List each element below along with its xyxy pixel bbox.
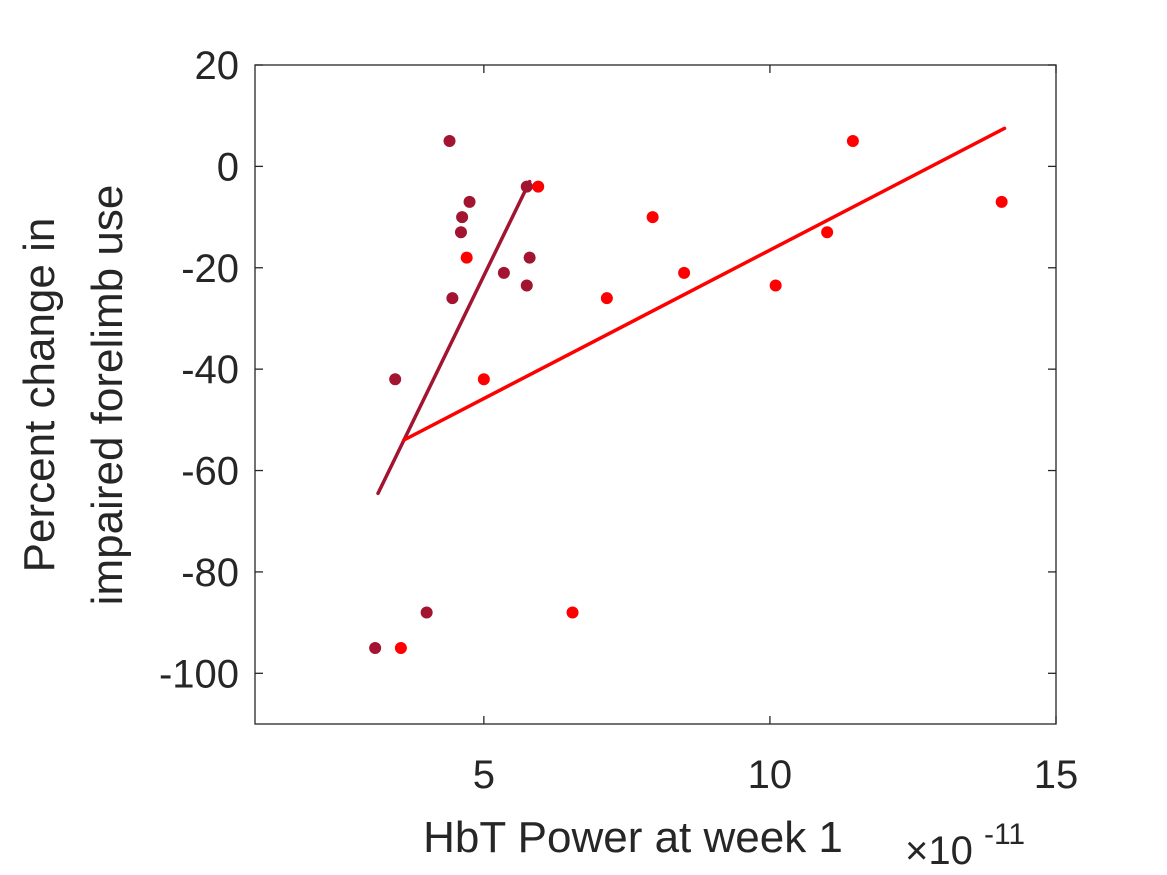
- data-point-series-1: [523, 251, 536, 264]
- data-point-series-1: [443, 135, 456, 148]
- data-point-series-2: [769, 279, 782, 292]
- data-point-series-1: [369, 641, 382, 654]
- data-point-series-2: [394, 641, 407, 654]
- data-point-series-1: [520, 180, 533, 193]
- data-point-series-2: [678, 266, 691, 279]
- data-point-series-2: [821, 226, 834, 239]
- data-point-series-1: [520, 279, 533, 292]
- data-point-series-2: [646, 211, 659, 224]
- x-exponent-base: ×10: [905, 829, 973, 873]
- y-tick-label: -80: [181, 551, 239, 595]
- data-point-series-1: [420, 606, 433, 619]
- y-axis-label-group: Percent change in impaired forelimb use: [15, 185, 132, 606]
- y-axis-label-line1: Percent change in: [15, 218, 64, 573]
- data-point-series-2: [532, 180, 545, 193]
- data-point-series-2: [600, 292, 613, 305]
- data-point-series-2: [460, 251, 473, 264]
- data-point-series-2: [477, 373, 490, 386]
- y-axis-ticks: 20 0 -20 -40 -60 -80 -100: [159, 44, 1056, 696]
- x-tick-label: 5: [473, 753, 495, 797]
- data-point-series-1: [497, 266, 510, 279]
- plot-area: [254, 64, 1057, 725]
- y-axis-label-line2: impaired forelimb use: [83, 185, 132, 606]
- data-point-series-1: [456, 211, 469, 224]
- data-point-series-2: [995, 195, 1008, 208]
- x-tick-label: 15: [1034, 753, 1079, 797]
- y-tick-label: -20: [181, 247, 239, 291]
- y-tick-label: -60: [181, 450, 239, 494]
- y-tick-label: -40: [181, 348, 239, 392]
- data-point-series-1: [454, 226, 467, 239]
- y-tick-label: 0: [217, 145, 239, 189]
- data-point-series-1: [463, 195, 476, 208]
- y-tick-label: -100: [159, 652, 239, 696]
- x-axis-exponent: ×10 -11: [905, 818, 1025, 873]
- y-tick-label: 20: [195, 44, 240, 88]
- x-axis-ticks: 5 10 15: [473, 65, 1079, 797]
- data-point-series-1: [389, 373, 402, 386]
- data-points: [369, 135, 1008, 654]
- fit-line-series-2: [402, 126, 1007, 442]
- data-point-series-1: [446, 292, 459, 305]
- data-point-series-2: [846, 135, 859, 148]
- data-point-series-2: [566, 606, 579, 619]
- x-exponent-power: -11: [984, 818, 1025, 851]
- x-axis-label: HbT Power at week 1: [423, 813, 843, 862]
- x-tick-label: 10: [748, 753, 793, 797]
- fit-lines: [376, 126, 1007, 496]
